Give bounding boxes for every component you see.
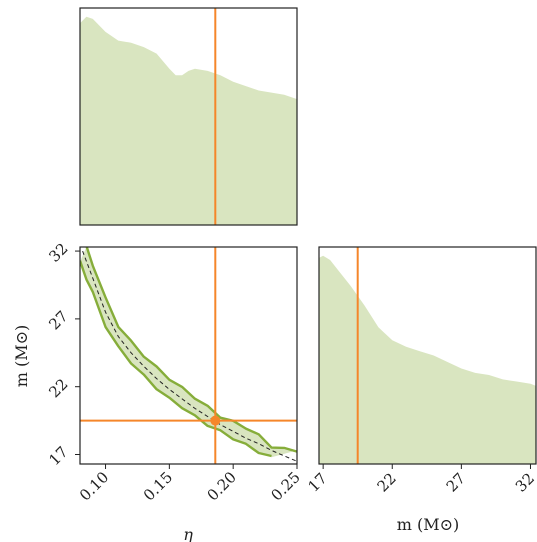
joint-panel: 0.10 0.15 0.20 0.25 17 22 27 32 [45,239,303,504]
joint-y-tick-label: 27 [45,307,71,333]
joint-x-ticks: 0.10 0.15 0.20 0.25 [76,464,304,504]
mass-marginal-density-fill [319,255,536,464]
joint-frame [79,246,298,465]
joint-x-tick-label: 0.15 [140,468,176,504]
mass-marginal-x-tick-label: 22 [374,469,400,495]
joint-x-tick-label: 0.20 [204,468,240,504]
joint-contour-lower [80,260,272,458]
mass-marginal-x-tick-label: 27 [443,469,469,495]
joint-median-dashed-curve [82,250,297,462]
mass-marginal-axis-label: m (M⊙) [397,515,460,534]
joint-contour-upper [85,247,297,453]
mass-marginal-panel: 17 22 27 32 [304,246,537,496]
joint-y-ticks: 17 22 27 32 [45,239,80,469]
mass-marginal-frame [318,246,537,465]
eta-marginal-panel [79,7,298,226]
joint-credible-band-fill [80,247,297,458]
joint-y-tick-label: 32 [45,239,71,265]
eta-marginal-frame [79,7,298,226]
mass-marginal-x-ticks: 17 22 27 32 [304,464,537,496]
joint-y-tick-label: 17 [45,443,71,469]
mass-marginal-x-tick-label: 32 [512,469,537,495]
eta-marginal-density-fill [80,16,297,226]
mass-marginal-x-tick-label: 17 [304,469,330,495]
joint-x-tick-label: 0.25 [267,468,303,504]
joint-y-tick-label: 22 [45,375,71,401]
eta-axis-label: η [183,525,193,542]
joint-truth-marker [210,415,221,426]
joint-x-tick-label: 0.10 [76,468,112,504]
mass-axis-label: m (M⊙) [12,325,31,388]
